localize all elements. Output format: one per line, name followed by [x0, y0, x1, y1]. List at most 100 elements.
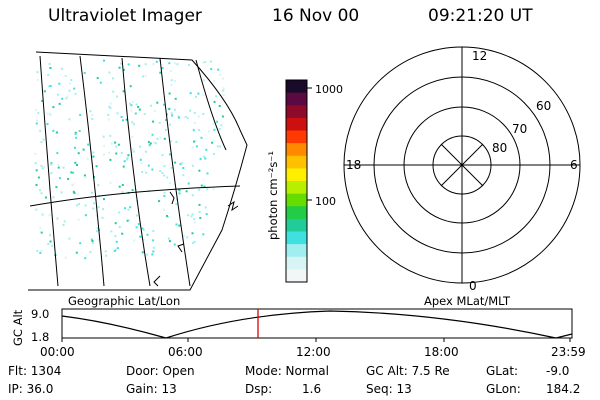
emission-pixel [156, 137, 159, 140]
emission-pixel [63, 220, 66, 223]
emission-pixel [139, 235, 142, 238]
emission-pixel [143, 238, 145, 241]
emission-pixel [107, 113, 110, 116]
colorbar-band [286, 244, 307, 258]
emission-pixel [129, 85, 132, 88]
emission-pixel [211, 141, 214, 144]
emission-pixel [35, 108, 38, 111]
emission-pixel [215, 95, 218, 98]
emission-pixel [84, 176, 87, 179]
emission-pixel [193, 111, 196, 114]
emission-pixel [89, 110, 92, 113]
emission-pixel [213, 80, 216, 83]
emission-pixel [152, 63, 155, 66]
colorbar-band [286, 105, 307, 119]
emission-pixel [120, 115, 123, 118]
emission-pixel [142, 75, 144, 78]
emission-pixel [114, 222, 117, 225]
emission-pixel [96, 230, 98, 233]
emission-pixel [68, 82, 71, 85]
emission-pixel [202, 233, 205, 236]
colorbar-frame [285, 79, 308, 283]
emission-pixel [147, 164, 150, 167]
emission-pixel [134, 112, 137, 115]
emission-pixel [36, 249, 39, 252]
emission-pixel [166, 215, 168, 217]
emission-pixel [130, 104, 133, 107]
emission-pixel [163, 165, 166, 168]
emission-pixel [108, 105, 111, 108]
emission-pixel [91, 114, 94, 117]
emission-pixel [110, 142, 113, 145]
emission-pixel [66, 95, 69, 98]
emission-pixel [174, 161, 177, 164]
emission-pixel [43, 90, 46, 93]
emission-pixel [146, 233, 149, 236]
emission-pixel [205, 213, 208, 216]
emission-pixel [168, 153, 171, 156]
emission-pixel [126, 158, 128, 161]
emission-pixel [206, 172, 209, 175]
emission-pixel [135, 226, 138, 229]
emission-pixel [70, 171, 73, 174]
emission-pixel [165, 129, 167, 131]
emission-pixel [169, 140, 172, 143]
emission-pixel [118, 211, 121, 214]
mlat-label-60: 60 [536, 99, 551, 113]
emission-pixel [122, 119, 124, 122]
emission-pixel [109, 102, 112, 105]
emission-pixel [166, 113, 168, 116]
emission-pixel [191, 164, 194, 167]
gain-value: Gain: 13 [126, 382, 177, 396]
emission-pixel [78, 130, 81, 132]
emission-pixel [49, 67, 52, 69]
emission-pixel [151, 133, 154, 136]
emission-pixel [92, 207, 95, 210]
emission-pixel [150, 104, 152, 107]
emission-pixel [217, 68, 220, 71]
emission-pixel [72, 171, 75, 174]
dsp-value: 1.6 [302, 382, 322, 396]
emission-pixel [182, 235, 185, 237]
emission-pixel [39, 129, 42, 132]
emission-pixel [83, 174, 86, 177]
emission-pixel [116, 112, 119, 115]
emission-pixel [204, 206, 207, 209]
emission-pixel [222, 87, 225, 90]
glon-value: 184.2 [546, 382, 581, 396]
emission-pixel [170, 84, 173, 87]
emission-pixel [58, 102, 61, 105]
emission-pixel [75, 251, 78, 254]
emission-pixel [137, 223, 140, 226]
emission-pixel [116, 247, 119, 250]
emission-pixel [122, 90, 125, 93]
emission-pixel [61, 97, 64, 100]
emission-pixel [49, 240, 52, 243]
mlt-label-0: 0 [469, 279, 477, 293]
gc-altitude: GC Alt: 7.5 Re [366, 364, 450, 378]
emission-pixel [198, 203, 201, 206]
emission-pixel [213, 128, 216, 131]
emission-pixel [110, 230, 113, 233]
emission-pixel [95, 214, 98, 217]
emission-pixel [127, 208, 130, 211]
emission-pixel [198, 211, 201, 213]
altitude-tick-top: 9.0 [31, 307, 49, 321]
emission-pixel [71, 184, 74, 187]
emission-pixel [64, 256, 67, 259]
emission-pixel [218, 128, 221, 131]
emission-pixel [34, 162, 37, 165]
emission-pixel [198, 188, 200, 191]
emission-pixel [186, 236, 189, 239]
emission-pixel [92, 155, 95, 158]
emission-pixel [45, 196, 47, 199]
emission-pixel [121, 184, 124, 186]
emission-pixel [40, 192, 43, 195]
emission-pixel [120, 151, 123, 154]
emission-pixel [97, 206, 100, 209]
emission-pixel [153, 109, 156, 112]
emission-pixel [72, 183, 75, 186]
emission-pixel [37, 176, 40, 179]
emission-pixel [51, 244, 54, 247]
emission-pixel [173, 183, 176, 186]
